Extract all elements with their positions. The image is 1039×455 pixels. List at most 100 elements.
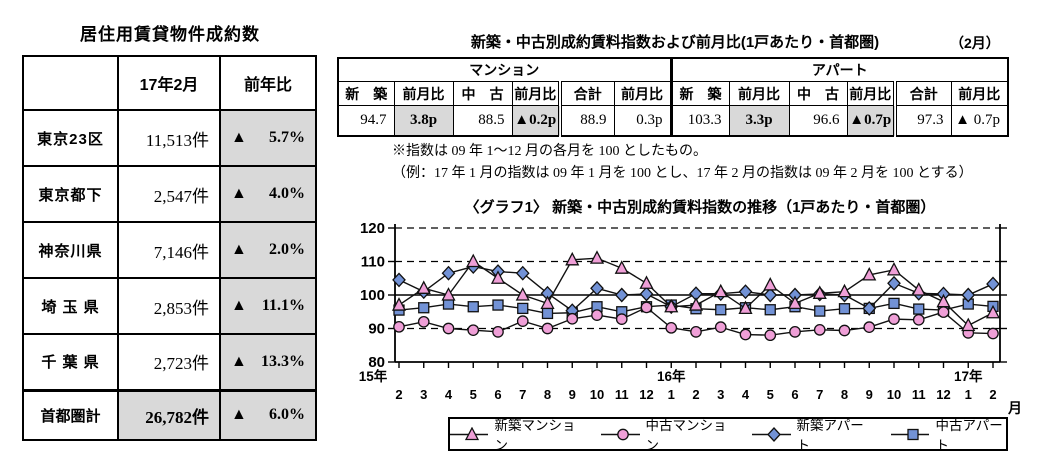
yoy-value: ▲ 5.7% — [221, 129, 315, 147]
yoy-value: ▲ 4.0% — [221, 185, 315, 203]
index-col-header: 前月比 — [613, 81, 672, 106]
contract-count: 26,782件 — [117, 388, 221, 441]
triangle-marker-icon — [812, 285, 827, 299]
yoy-cell: ▲ 6.0% — [219, 388, 317, 441]
circle-marker-icon — [789, 326, 801, 338]
month-label: 5 — [767, 387, 774, 402]
diamond-marker-icon — [441, 265, 456, 281]
month-label: 9 — [569, 387, 576, 402]
month-label: 7 — [816, 387, 823, 402]
year-label: 16年 — [657, 368, 686, 384]
triangle-marker-icon — [837, 283, 852, 298]
col-header-yoy: 前年比 — [219, 55, 317, 111]
legend-swatch — [752, 426, 791, 442]
index-col-header: 合計 — [893, 81, 952, 106]
yoy-value: ▲ 11.1% — [221, 297, 315, 315]
month-label: 9 — [866, 387, 873, 402]
circle-marker-icon — [739, 328, 752, 341]
diamond-marker-icon — [862, 300, 877, 316]
yoy-cell: ▲ 2.0% — [219, 221, 317, 279]
month-label: 2 — [692, 387, 699, 402]
y-axis-label: 120 — [360, 220, 385, 237]
triangle-marker-icon — [540, 295, 555, 310]
triangle-mark: ▲ — [231, 406, 247, 424]
square-marker-icon — [418, 302, 430, 314]
diamond-marker-icon — [961, 287, 976, 303]
triangle-marker-icon — [664, 298, 679, 313]
triangle-mark: ▲ — [231, 129, 247, 146]
triangle-mark: ▲ — [231, 297, 247, 314]
circle-marker-icon — [615, 313, 628, 325]
square-marker-icon — [715, 304, 727, 316]
square-marker-icon — [838, 303, 851, 315]
triangle-marker-icon — [862, 266, 877, 281]
yoy-percent: 6.0% — [269, 406, 305, 424]
contract-count: 7,146件 — [117, 221, 221, 279]
diamond-marker-icon — [767, 426, 781, 442]
region-label: 千 葉 県 — [22, 333, 119, 391]
index-value: 0.3p — [613, 105, 672, 137]
triangle-marker-icon — [763, 277, 778, 291]
circle-marker-icon — [640, 301, 653, 314]
index-col-header: 中 古 — [788, 81, 848, 106]
mom-change-value: ▲0.2p — [511, 105, 561, 137]
circle-marker-icon — [764, 329, 777, 342]
legend-label: 新築アパート — [796, 418, 864, 453]
circle-marker-icon — [566, 312, 579, 325]
series-circle — [393, 301, 999, 342]
month-label: 8 — [544, 387, 551, 402]
triangle-mark: ▲ — [231, 241, 247, 258]
triangle-marker-icon — [713, 283, 728, 298]
month-label: 1 — [668, 387, 675, 402]
mom-change-value: 3.3p — [728, 105, 790, 137]
square-marker-icon — [467, 301, 479, 313]
index-col-header: 前月比 — [393, 81, 454, 106]
column-header-row: 新 築前月比中 古前月比 合計 前月比新 築前月比中 古前月比 合計 前月比 — [337, 81, 1009, 106]
yoy-cell: ▲ 5.7% — [219, 109, 317, 167]
index-table-title: 新築・中古別成約賃料指数および前月比(1戸あたり・首都圏) — [470, 34, 880, 51]
circle-marker-icon — [591, 309, 603, 321]
rent-index-table: マンション アパート 新 築前月比中 古前月比 合計 前月比新 築前月比中 古前月比合… — [337, 57, 1009, 137]
legend-item: 新築アパート — [752, 414, 867, 454]
month-label: 4 — [445, 387, 453, 402]
contracts-table: 17年2月 前年比 東京23区 11,513件 ▲ 5.7% 東京都下 2,547件 ▲ 4.… — [22, 55, 317, 441]
index-col-header: 新 築 — [337, 81, 395, 106]
triangle-marker-icon — [589, 250, 605, 264]
index-col-header: 前月比 — [846, 81, 896, 106]
region-label: 神奈川県 — [22, 221, 119, 279]
month-label: 12 — [936, 387, 950, 402]
year-label: 17年 — [954, 368, 983, 384]
triangle-mark: ▲ — [231, 185, 247, 202]
mom-change-value: ▲0.7p — [846, 105, 896, 137]
triangle-marker-icon — [464, 426, 480, 440]
month-label: 10 — [887, 387, 901, 402]
contract-count: 2,853件 — [117, 277, 221, 335]
yoy-cell: ▲ 4.0% — [219, 165, 317, 223]
mom-change-value: 3.8p — [393, 105, 454, 137]
index-value: ▲ 0.7p — [950, 105, 1009, 137]
month-label: 2 — [989, 387, 996, 402]
square-marker-icon — [517, 302, 529, 315]
square-marker-icon — [907, 428, 919, 440]
index-value: 94.7 — [337, 105, 395, 137]
table-row: 首都圏計 26,782件 ▲ 6.0% — [22, 388, 317, 441]
legend-item: 中古マンション — [601, 414, 728, 454]
circle-marker-icon — [690, 326, 702, 338]
period-label: （2月） — [950, 35, 1000, 51]
legend-swatch — [450, 426, 489, 440]
legend-swatch — [891, 428, 930, 440]
month-label: 6 — [791, 387, 798, 402]
triangle-marker-icon — [936, 293, 951, 308]
triangle-marker-icon — [688, 297, 704, 311]
index-col-header: 合計 — [558, 81, 615, 106]
contracts-header-row: 17年2月 前年比 — [22, 55, 317, 111]
table-row: 神奈川県 7,146件 ▲ 2.0% — [22, 221, 317, 279]
y-axis-label: 90 — [368, 321, 385, 338]
triangle-marker-icon — [466, 253, 481, 268]
region-label: 東京23区 — [22, 109, 119, 167]
triangle-marker-icon — [515, 287, 530, 301]
triangle-marker-icon — [565, 251, 580, 266]
index-value: 88.9 — [558, 105, 615, 137]
